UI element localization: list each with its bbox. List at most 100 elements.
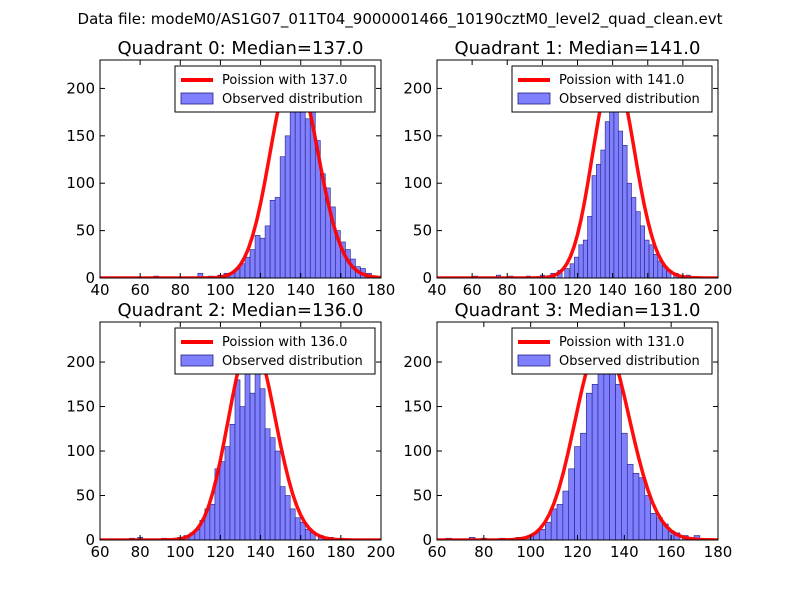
- x-tick-label: 60: [90, 543, 109, 561]
- chart-panel-2: Quadrant 2: Median=136.0 60 80 100 120 140 160…: [66, 300, 395, 561]
- histogram-bar: [209, 504, 216, 540]
- chart-panel-1: Quadrant 1: Median=141.0 40 60 80 100 120 140 1…: [403, 38, 732, 299]
- y-tick-label: 50: [413, 487, 432, 505]
- x-tick-label: 100: [528, 281, 557, 299]
- legend-line-label: Poission with 131.0: [559, 335, 684, 350]
- histogram-bar: [622, 145, 628, 278]
- x-tick-label: 60: [131, 281, 150, 299]
- histogram-bar: [539, 529, 546, 540]
- legend-bar-label: Observed distribution: [559, 354, 700, 369]
- histogram-bar: [574, 446, 581, 540]
- x-tick-label: 100: [166, 543, 195, 561]
- histogram-bar: [274, 197, 281, 278]
- histogram-bar: [284, 135, 291, 278]
- histogram-bar: [618, 130, 624, 278]
- histogram-bar: [562, 490, 570, 540]
- histogram-bar: [650, 513, 657, 540]
- legend-line-label: Poission with 137.0: [222, 73, 347, 88]
- histogram-bar: [578, 244, 584, 278]
- histogram-bar: [284, 495, 291, 540]
- histogram-bar: [615, 383, 622, 540]
- x-tick-label: 200: [367, 543, 396, 561]
- legend-line-label: Poission with 141.0: [559, 73, 684, 88]
- x-tick-label: 160: [327, 281, 356, 299]
- plot-area: [437, 337, 718, 540]
- histogram-bar: [653, 254, 659, 278]
- y-tick-label: 200: [66, 353, 95, 371]
- y-tick-label: 0: [85, 531, 95, 549]
- plot-area: [437, 68, 718, 278]
- histogram-bar: [568, 468, 575, 540]
- x-tick-label: 80: [474, 543, 493, 561]
- y-tick-label: 100: [403, 174, 432, 192]
- x-tick-label: 100: [516, 543, 545, 561]
- x-tick-label: 100: [206, 281, 235, 299]
- x-tick-label: 80: [131, 543, 150, 561]
- histogram-bar: [644, 239, 650, 278]
- chart-title: Quadrant 0: Median=137.0: [118, 38, 364, 59]
- legend-bar-label: Observed distribution: [559, 92, 700, 107]
- histogram-bar: [564, 268, 570, 278]
- histogram-bar: [609, 348, 616, 540]
- histogram-bar: [635, 211, 641, 278]
- histogram-bar: [597, 348, 605, 540]
- x-tick-label: 60: [427, 543, 446, 561]
- axes-frame: [99, 59, 382, 279]
- chart-title: Quadrant 1: Median=141.0: [455, 38, 701, 59]
- y-tick-label: 200: [403, 79, 432, 97]
- histogram-bar: [304, 118, 311, 278]
- histogram-bar: [274, 450, 281, 540]
- x-tick-label: 160: [286, 543, 315, 561]
- chart-panel-3: Quadrant 3: Median=131.0 60 80 100 120 140 160…: [403, 300, 732, 561]
- histogram-bar: [259, 388, 266, 540]
- histogram-bar: [638, 477, 646, 540]
- histogram-bar: [604, 121, 610, 278]
- histogram-bar: [254, 235, 261, 278]
- y-tick-label: 50: [76, 487, 95, 505]
- chart-title: Quadrant 3: Median=131.0: [455, 300, 701, 321]
- histogram-bar: [639, 225, 645, 278]
- x-tick-label: 180: [327, 543, 356, 561]
- x-tick-label: 200: [704, 281, 733, 299]
- y-tick-label: 100: [403, 442, 432, 460]
- histogram-bar: [631, 197, 637, 278]
- histogram-bar: [600, 149, 606, 278]
- x-tick-label: 80: [171, 281, 190, 299]
- y-tick-label: 150: [66, 398, 95, 416]
- histogram-bar: [289, 92, 296, 278]
- histogram-bar: [556, 504, 564, 540]
- histogram-bar: [234, 379, 241, 540]
- poisson-curve: [437, 68, 718, 278]
- histogram-bar: [264, 428, 271, 540]
- figure-title: Data file: modeM0/AS1G07_011T04_90000014…: [78, 10, 723, 29]
- histogram-bar: [269, 199, 276, 278]
- histogram-bar: [550, 508, 558, 540]
- histogram-bar: [269, 437, 276, 540]
- x-tick-label: 140: [598, 281, 627, 299]
- histogram-bar: [603, 370, 610, 540]
- x-tick-label: 120: [563, 281, 592, 299]
- x-tick-label: 180: [367, 281, 396, 299]
- histogram-bar: [574, 256, 580, 278]
- x-tick-label: 120: [246, 281, 275, 299]
- legend-line-label: Poission with 136.0: [222, 335, 347, 350]
- histogram-bar: [596, 163, 602, 278]
- histogram-bar: [229, 424, 236, 540]
- histogram-bar: [264, 225, 271, 278]
- legend-bar-swatch: [517, 92, 551, 105]
- histogram-bar: [626, 182, 632, 278]
- x-tick-label: 40: [427, 281, 446, 299]
- x-tick-label: 160: [633, 281, 662, 299]
- histogram-bar: [545, 521, 552, 540]
- legend-bar-swatch: [180, 354, 214, 367]
- y-tick-label: 150: [403, 127, 432, 145]
- plot-area: [100, 65, 381, 278]
- legend: Poission with 131.0 Observed distribution: [511, 327, 713, 375]
- poisson-curve: [100, 65, 381, 278]
- legend: Poission with 136.0 Observed distribution: [174, 327, 376, 375]
- y-tick-label: 0: [422, 531, 432, 549]
- legend-bar-label: Observed distribution: [222, 92, 363, 107]
- legend-bar-label: Observed distribution: [222, 354, 363, 369]
- histogram-bar: [224, 446, 231, 540]
- histogram-bar: [259, 237, 266, 278]
